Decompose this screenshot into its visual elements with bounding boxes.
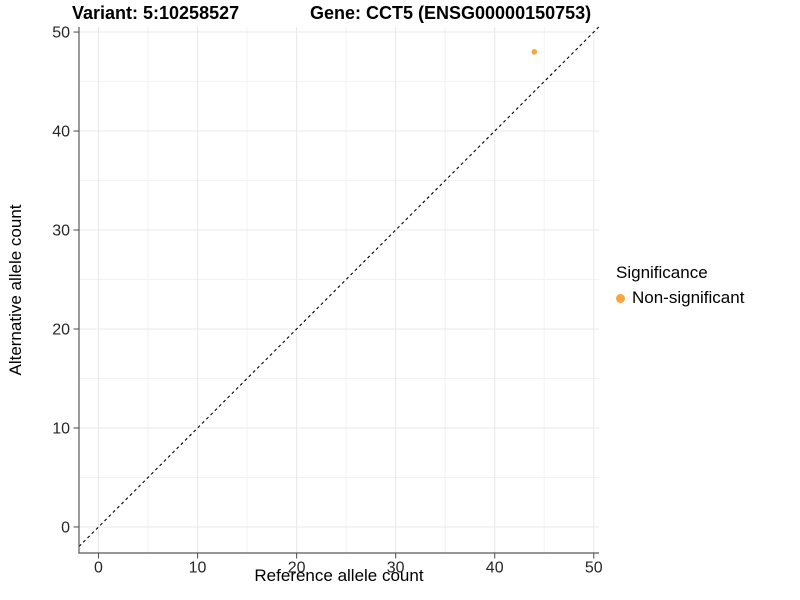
- y-tick-label: 30: [52, 223, 70, 240]
- legend-title: Significance: [616, 263, 708, 282]
- x-tick-label: 50: [585, 560, 603, 577]
- y-axis-label: Alternative allele count: [6, 204, 25, 376]
- legend-entry: Non-significant: [616, 288, 744, 308]
- plot-title-gene: Gene: CCT5 (ENSG00000150753): [310, 3, 592, 23]
- data-point: [531, 49, 538, 55]
- x-tick-label: 40: [486, 560, 504, 577]
- legend-key-dot: [616, 293, 625, 303]
- identity-line: [78, 26, 600, 547]
- x-tick-label: 0: [94, 560, 103, 577]
- x-tick-label: 20: [288, 560, 306, 577]
- y-tick-label: 40: [52, 124, 70, 141]
- y-tick-label: 20: [52, 321, 70, 338]
- x-axis-label: Reference allele count: [254, 566, 424, 585]
- x-tick-label: 30: [387, 560, 405, 577]
- legend: Significance Non-significant: [616, 263, 744, 308]
- plot-title-variant: Variant: 5:10258527: [72, 3, 240, 23]
- legend-entry-label: Non-significant: [632, 288, 745, 307]
- y-tick-label: 0: [61, 519, 70, 536]
- y-tick-label: 50: [52, 25, 70, 42]
- x-tick-label: 10: [189, 560, 207, 577]
- y-tick-label: 10: [52, 420, 70, 437]
